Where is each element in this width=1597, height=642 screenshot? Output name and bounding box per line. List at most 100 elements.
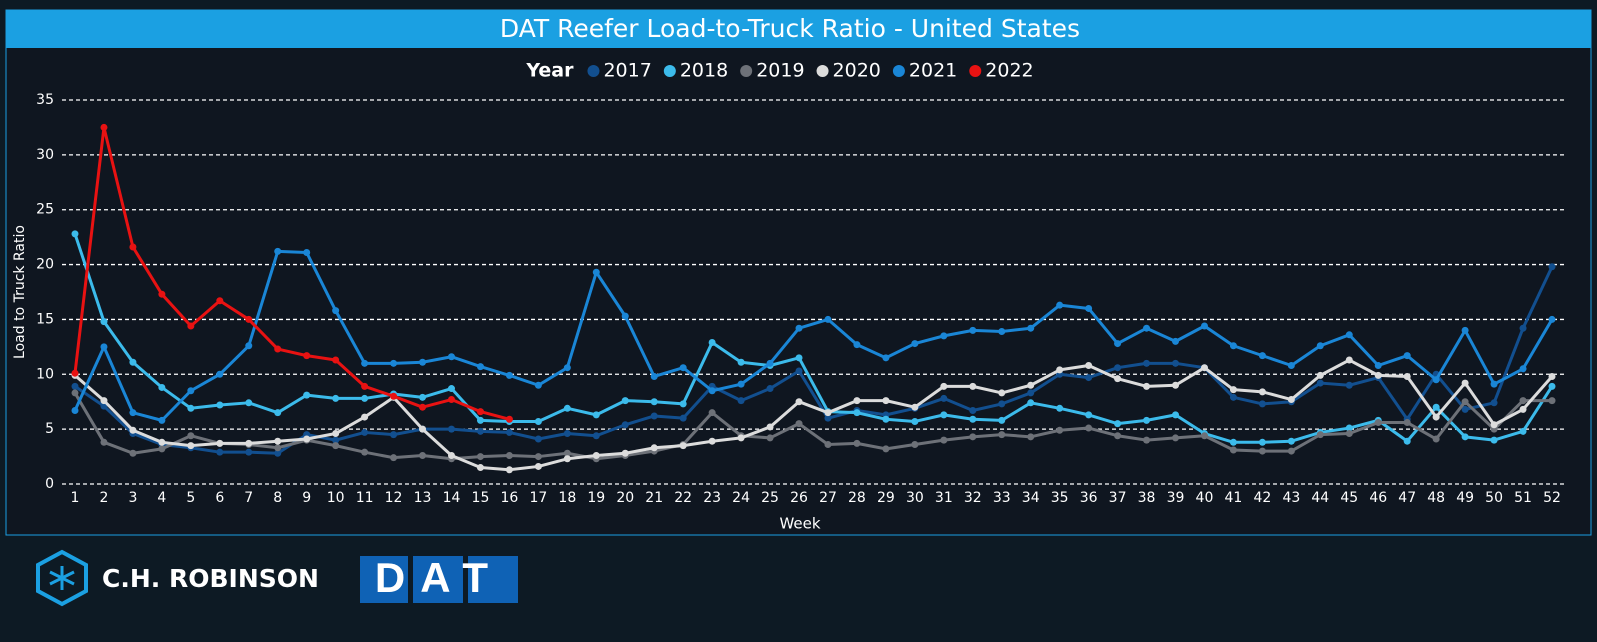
data-point bbox=[1027, 433, 1035, 441]
data-point bbox=[882, 354, 890, 362]
data-point bbox=[476, 427, 484, 435]
y-tick-label: 10 bbox=[36, 366, 54, 382]
data-point bbox=[1403, 352, 1411, 360]
legend-title: Year bbox=[525, 60, 574, 82]
data-point bbox=[1114, 420, 1122, 428]
data-point bbox=[505, 415, 513, 423]
data-point bbox=[419, 451, 427, 459]
x-tick-label: 38 bbox=[1138, 490, 1156, 506]
data-point bbox=[100, 397, 108, 405]
x-tick-label: 45 bbox=[1340, 490, 1358, 506]
x-tick-label: 41 bbox=[1225, 490, 1243, 506]
data-point bbox=[534, 453, 542, 461]
legend-label: 2021 bbox=[909, 60, 957, 82]
data-point bbox=[245, 439, 253, 447]
data-point bbox=[303, 435, 311, 443]
data-point bbox=[216, 401, 224, 409]
x-tick-label: 37 bbox=[1109, 490, 1127, 506]
x-tick-label: 25 bbox=[761, 490, 779, 506]
data-point bbox=[650, 444, 658, 452]
data-point bbox=[882, 397, 890, 405]
data-point bbox=[1316, 379, 1324, 387]
data-point bbox=[1345, 331, 1353, 339]
data-point bbox=[447, 451, 455, 459]
data-point bbox=[476, 464, 484, 472]
data-point bbox=[1056, 301, 1064, 309]
data-point bbox=[361, 448, 369, 456]
data-point bbox=[274, 247, 282, 255]
data-point bbox=[853, 341, 861, 349]
data-point bbox=[1114, 340, 1122, 348]
data-point bbox=[1200, 432, 1208, 440]
data-point bbox=[332, 356, 340, 364]
data-point bbox=[1287, 396, 1295, 404]
data-point bbox=[534, 381, 542, 389]
data-point bbox=[998, 416, 1006, 424]
x-tick-label: 21 bbox=[645, 490, 663, 506]
data-point bbox=[1461, 326, 1469, 334]
data-point bbox=[708, 338, 716, 346]
data-point bbox=[940, 436, 948, 444]
x-tick-label: 49 bbox=[1456, 490, 1474, 506]
data-point bbox=[1461, 405, 1469, 413]
data-point bbox=[1490, 436, 1498, 444]
x-tick-label: 27 bbox=[819, 490, 837, 506]
data-point bbox=[1461, 398, 1469, 406]
series-line bbox=[73, 125, 510, 421]
data-point bbox=[1143, 436, 1151, 444]
data-point bbox=[303, 249, 311, 257]
data-point bbox=[361, 394, 369, 402]
data-point bbox=[679, 442, 687, 450]
data-point bbox=[650, 398, 658, 406]
data-point bbox=[100, 438, 108, 446]
data-point bbox=[592, 411, 600, 419]
legend-swatch bbox=[663, 65, 676, 77]
data-point bbox=[1200, 364, 1208, 372]
legend-swatch bbox=[816, 65, 829, 77]
y-tick-label: 30 bbox=[36, 147, 54, 163]
data-point bbox=[1258, 388, 1266, 396]
data-point bbox=[1085, 411, 1093, 419]
x-tick-label: 50 bbox=[1485, 490, 1503, 506]
data-point bbox=[940, 411, 948, 419]
x-tick-label: 14 bbox=[443, 490, 461, 506]
legend-label: 2017 bbox=[603, 60, 651, 82]
data-point bbox=[563, 430, 571, 438]
data-point bbox=[158, 438, 166, 446]
data-point bbox=[245, 448, 253, 456]
legend-swatch bbox=[892, 65, 905, 77]
data-point bbox=[679, 400, 687, 408]
x-tick-label: 47 bbox=[1398, 490, 1416, 506]
data-point bbox=[1461, 433, 1469, 441]
data-point bbox=[795, 420, 803, 428]
data-point bbox=[737, 397, 745, 405]
data-point bbox=[1258, 438, 1266, 446]
data-point bbox=[332, 430, 340, 438]
x-tick-label: 40 bbox=[1196, 490, 1214, 506]
data-point bbox=[795, 398, 803, 406]
data-point bbox=[1143, 324, 1151, 332]
x-tick-label: 29 bbox=[877, 490, 895, 506]
data-point bbox=[1085, 374, 1093, 382]
x-tick-label: 43 bbox=[1282, 490, 1300, 506]
data-point bbox=[476, 416, 484, 424]
logo-dat: DAT bbox=[360, 554, 518, 603]
x-tick-label: 13 bbox=[414, 490, 432, 506]
x-tick-label: 19 bbox=[587, 490, 605, 506]
data-point bbox=[245, 399, 253, 407]
data-point bbox=[1548, 315, 1556, 323]
data-point bbox=[187, 387, 195, 395]
data-point bbox=[361, 359, 369, 367]
data-point bbox=[1172, 411, 1180, 419]
data-point bbox=[1056, 426, 1064, 434]
data-point bbox=[621, 397, 629, 405]
y-tick-label: 20 bbox=[36, 257, 54, 273]
data-point bbox=[274, 437, 282, 445]
data-point bbox=[332, 394, 340, 402]
data-point bbox=[882, 445, 890, 453]
data-point bbox=[737, 380, 745, 388]
data-point bbox=[1519, 397, 1527, 405]
data-point bbox=[621, 312, 629, 320]
data-point bbox=[332, 436, 340, 444]
data-point bbox=[1316, 342, 1324, 350]
